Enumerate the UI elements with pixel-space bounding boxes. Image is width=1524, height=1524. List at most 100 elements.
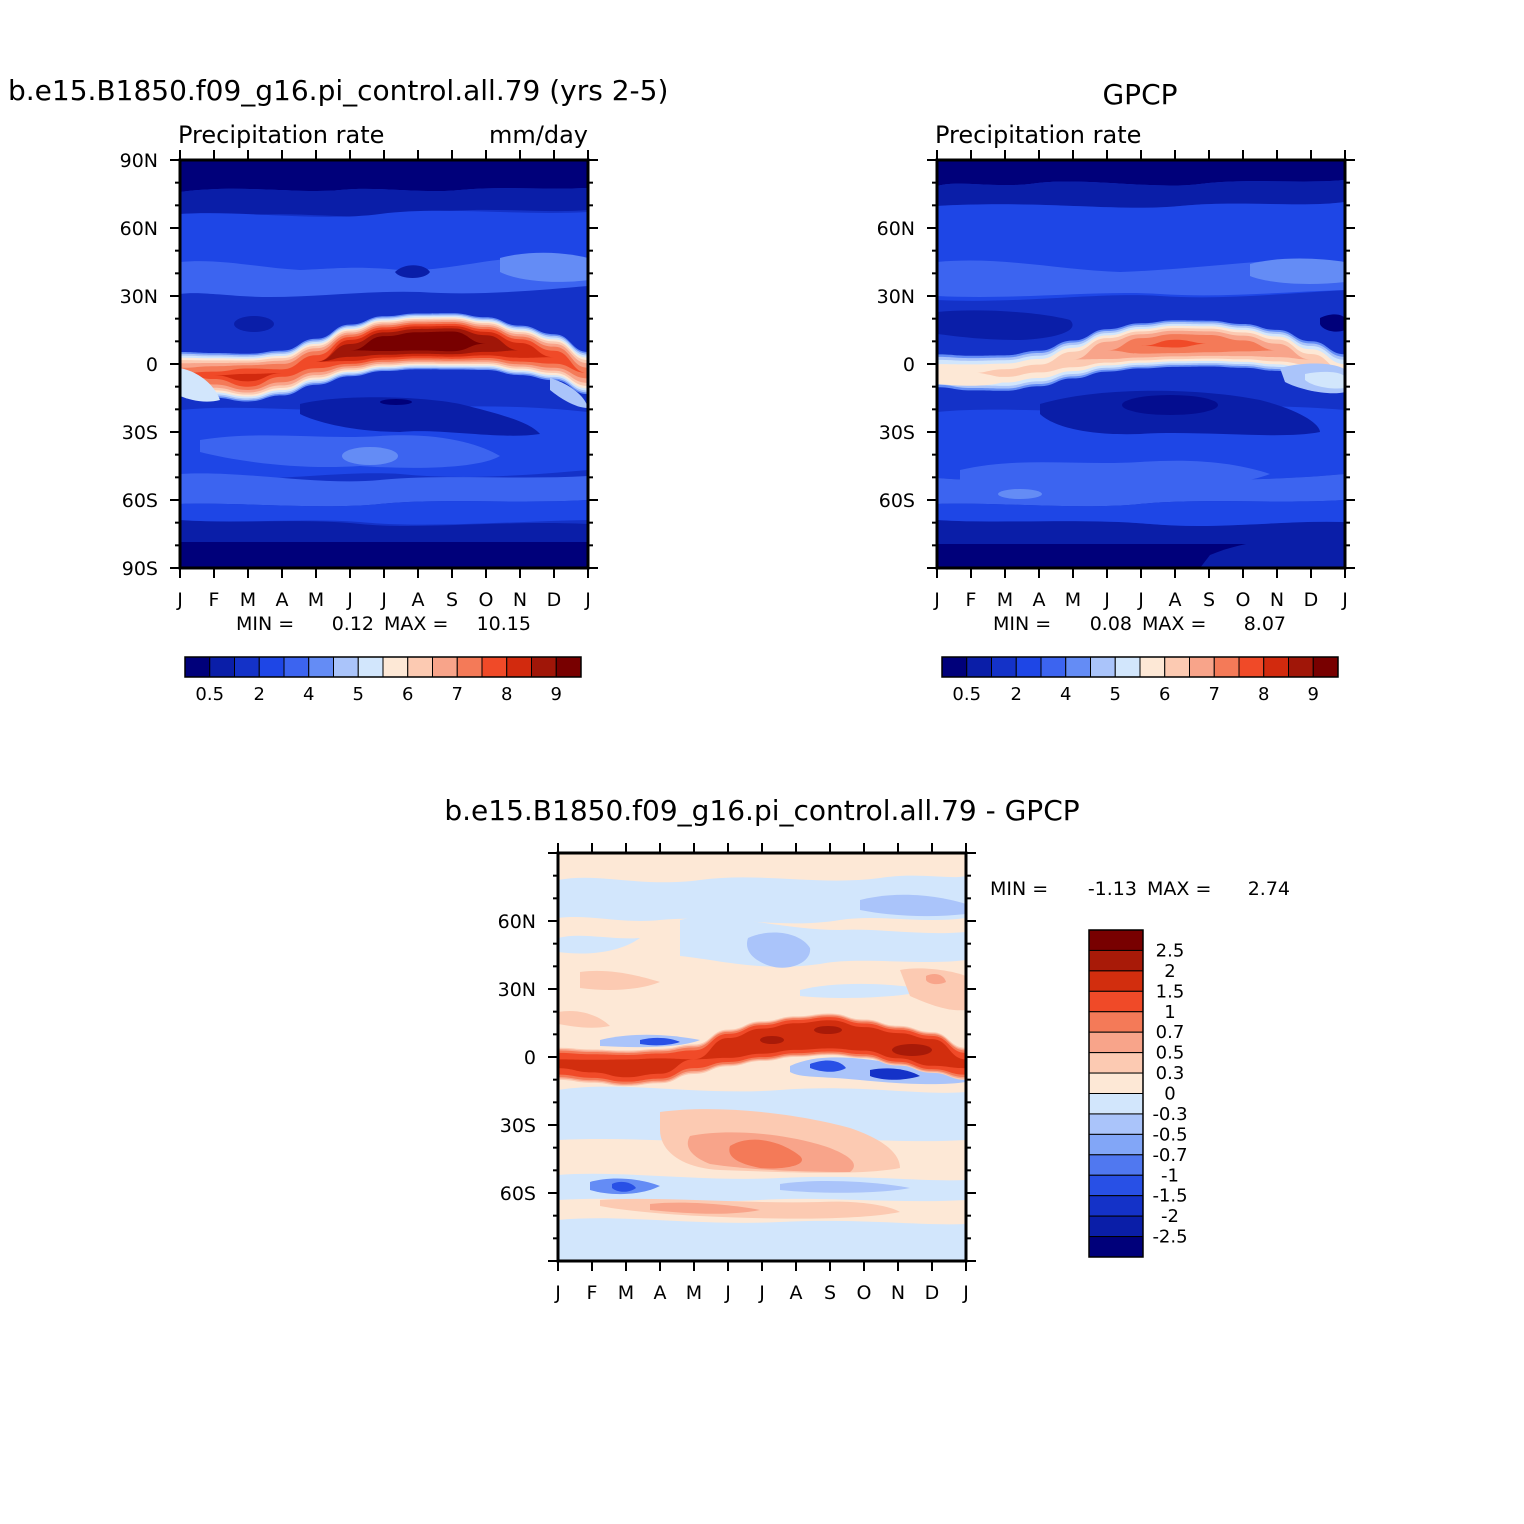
diff-max-value: 2.74 bbox=[1248, 878, 1290, 900]
x-tick-label: O bbox=[1236, 589, 1251, 611]
diff-max-label: MAX = bbox=[1147, 878, 1211, 900]
colorbar-swatch bbox=[991, 656, 1017, 678]
x-tick-label: J bbox=[758, 1282, 765, 1304]
diff-colorbar: 2.521.510.70.50.30-0.3-0.5-0.7-1-1.5-2-2… bbox=[1088, 929, 1188, 1258]
x-tick-label: J bbox=[176, 589, 183, 611]
y-tick-label: 60S bbox=[879, 490, 915, 512]
y-tick-label: 30N bbox=[120, 286, 158, 308]
colorbar-swatch bbox=[308, 656, 334, 678]
colorbar-swatch bbox=[1088, 1011, 1144, 1033]
colorbar-label: 6 bbox=[402, 684, 413, 705]
colorbar-swatch bbox=[382, 656, 409, 678]
panel-obs-left-string: Precipitation rate bbox=[935, 121, 1141, 149]
y-tick-label: 60S bbox=[500, 1183, 536, 1205]
model-axis-ticks bbox=[170, 150, 598, 578]
x-tick-label: M bbox=[308, 589, 324, 611]
colorbar-swatch bbox=[1088, 1093, 1144, 1115]
x-tick-label: M bbox=[686, 1282, 702, 1304]
x-tick-label: O bbox=[857, 1282, 872, 1304]
x-tick-label: J bbox=[724, 1282, 731, 1304]
x-tick-label: A bbox=[1169, 589, 1182, 611]
x-tick-label: F bbox=[966, 589, 977, 611]
y-tick-label: 60N bbox=[877, 218, 915, 240]
colorbar-swatch bbox=[506, 656, 532, 678]
panel-obs-title: GPCP bbox=[1102, 78, 1177, 111]
obs-min-value: 0.08 bbox=[1090, 613, 1132, 635]
colorbar-swatch bbox=[1189, 656, 1215, 678]
panel-model: b.e15.B1850.f09_g16.pi_control.all.79 (y… bbox=[8, 74, 668, 705]
colorbar-label: 9 bbox=[1308, 684, 1319, 705]
x-tick-label: J bbox=[1103, 589, 1110, 611]
y-tick-label: 30S bbox=[879, 422, 915, 444]
colorbar-label: 2 bbox=[1011, 684, 1022, 705]
colorbar-label: 1 bbox=[1164, 1002, 1175, 1023]
model-y-axis-labels: 90N 60N 30N 0 30S 60S 90S bbox=[120, 150, 158, 580]
x-tick-label: J bbox=[962, 1282, 969, 1304]
colorbar-swatch bbox=[1088, 1133, 1144, 1156]
colorbar-swatch bbox=[1139, 656, 1166, 678]
colorbar-swatch bbox=[1088, 929, 1144, 951]
colorbar-swatch bbox=[432, 656, 458, 678]
y-tick-label: 60N bbox=[120, 218, 158, 240]
x-tick-label: J bbox=[1341, 589, 1348, 611]
colorbar-label: 7 bbox=[452, 684, 463, 705]
diff-y-axis-labels: 60N 30N 0 30S 60S bbox=[498, 911, 536, 1205]
colorbar-label: -2.5 bbox=[1152, 1227, 1187, 1248]
colorbar-swatch bbox=[209, 656, 235, 678]
colorbar-swatch bbox=[407, 656, 433, 678]
y-tick-label: 0 bbox=[146, 354, 158, 376]
y-tick-label: 90S bbox=[122, 558, 158, 580]
colorbar-label: 2 bbox=[254, 684, 265, 705]
x-tick-label: S bbox=[824, 1282, 836, 1304]
diff-min-value: -1.13 bbox=[1088, 878, 1137, 900]
diff-min-label: MIN = bbox=[990, 878, 1048, 900]
obs-y-axis-labels: 60N 30N 0 30S 60S bbox=[877, 218, 915, 512]
colorbar-swatch bbox=[357, 656, 384, 678]
obs-colorbar: 0.5 2 4 5 6 7 8 9 bbox=[941, 656, 1339, 705]
colorbar-label: 5 bbox=[1110, 684, 1121, 705]
colorbar-swatch bbox=[1088, 1072, 1144, 1094]
x-tick-label: A bbox=[1033, 589, 1046, 611]
colorbar-label: -0.7 bbox=[1152, 1145, 1187, 1166]
x-tick-label: D bbox=[1304, 589, 1319, 611]
colorbar-swatch bbox=[184, 656, 211, 678]
y-tick-label: 0 bbox=[903, 354, 915, 376]
x-tick-label: S bbox=[1203, 589, 1215, 611]
colorbar-swatch bbox=[1088, 1154, 1144, 1176]
colorbar-swatch bbox=[1088, 949, 1144, 972]
x-tick-label: M bbox=[1065, 589, 1081, 611]
colorbar-swatch bbox=[456, 656, 483, 678]
colorbar-swatch bbox=[966, 656, 992, 678]
x-tick-label: M bbox=[997, 589, 1013, 611]
colorbar-swatch bbox=[1263, 656, 1289, 678]
x-tick-label: A bbox=[412, 589, 425, 611]
colorbar-swatch bbox=[1065, 656, 1091, 678]
colorbar-swatch bbox=[258, 656, 285, 678]
x-tick-label: J bbox=[584, 589, 591, 611]
panel-diff: b.e15.B1850.f09_g16.pi_control.all.79 - … bbox=[444, 794, 1290, 1304]
colorbar-label: 2.5 bbox=[1156, 940, 1185, 961]
colorbar-label: 8 bbox=[501, 684, 512, 705]
x-tick-label: M bbox=[240, 589, 256, 611]
x-tick-label: A bbox=[276, 589, 289, 611]
model-contour-field bbox=[180, 160, 588, 568]
colorbar-label: -1 bbox=[1161, 1165, 1179, 1186]
colorbar-label: 9 bbox=[551, 684, 562, 705]
colorbar-swatch bbox=[283, 656, 310, 678]
x-tick-label: N bbox=[1270, 589, 1284, 611]
colorbar-label: 7 bbox=[1209, 684, 1220, 705]
diff-axis-ticks bbox=[548, 843, 976, 1271]
y-tick-label: 30N bbox=[498, 979, 536, 1001]
x-tick-label: J bbox=[1137, 589, 1144, 611]
colorbar-label: 0.7 bbox=[1156, 1022, 1185, 1043]
obs-axis-ticks bbox=[927, 150, 1355, 578]
y-tick-label: 60S bbox=[122, 490, 158, 512]
colorbar-swatch bbox=[1238, 656, 1265, 678]
colorbar-swatch bbox=[481, 656, 508, 678]
colorbar-swatch bbox=[1088, 1215, 1144, 1238]
y-tick-label: 30S bbox=[122, 422, 158, 444]
